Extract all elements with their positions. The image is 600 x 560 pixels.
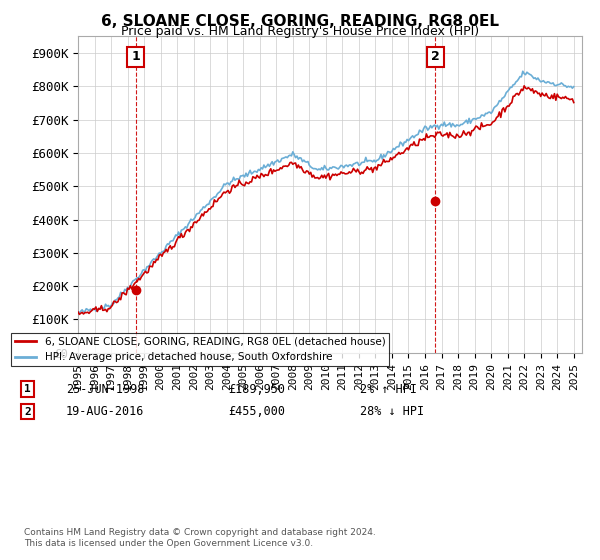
Text: 1: 1: [24, 384, 31, 394]
Text: 25-JUN-1998: 25-JUN-1998: [66, 382, 145, 396]
Text: £455,000: £455,000: [228, 405, 285, 418]
Text: 28% ↓ HPI: 28% ↓ HPI: [360, 405, 424, 418]
Text: Contains HM Land Registry data © Crown copyright and database right 2024.
This d: Contains HM Land Registry data © Crown c…: [24, 528, 376, 548]
Text: 2: 2: [24, 407, 31, 417]
Text: 2: 2: [431, 50, 440, 63]
Text: 1: 1: [131, 50, 140, 63]
Text: Price paid vs. HM Land Registry's House Price Index (HPI): Price paid vs. HM Land Registry's House …: [121, 25, 479, 38]
Text: £189,950: £189,950: [228, 382, 285, 396]
Text: 2% ↑ HPI: 2% ↑ HPI: [360, 382, 417, 396]
Text: 6, SLOANE CLOSE, GORING, READING, RG8 0EL: 6, SLOANE CLOSE, GORING, READING, RG8 0E…: [101, 14, 499, 29]
Legend: 6, SLOANE CLOSE, GORING, READING, RG8 0EL (detached house), HPI: Average price, : 6, SLOANE CLOSE, GORING, READING, RG8 0E…: [11, 333, 389, 366]
Text: 19-AUG-2016: 19-AUG-2016: [66, 405, 145, 418]
